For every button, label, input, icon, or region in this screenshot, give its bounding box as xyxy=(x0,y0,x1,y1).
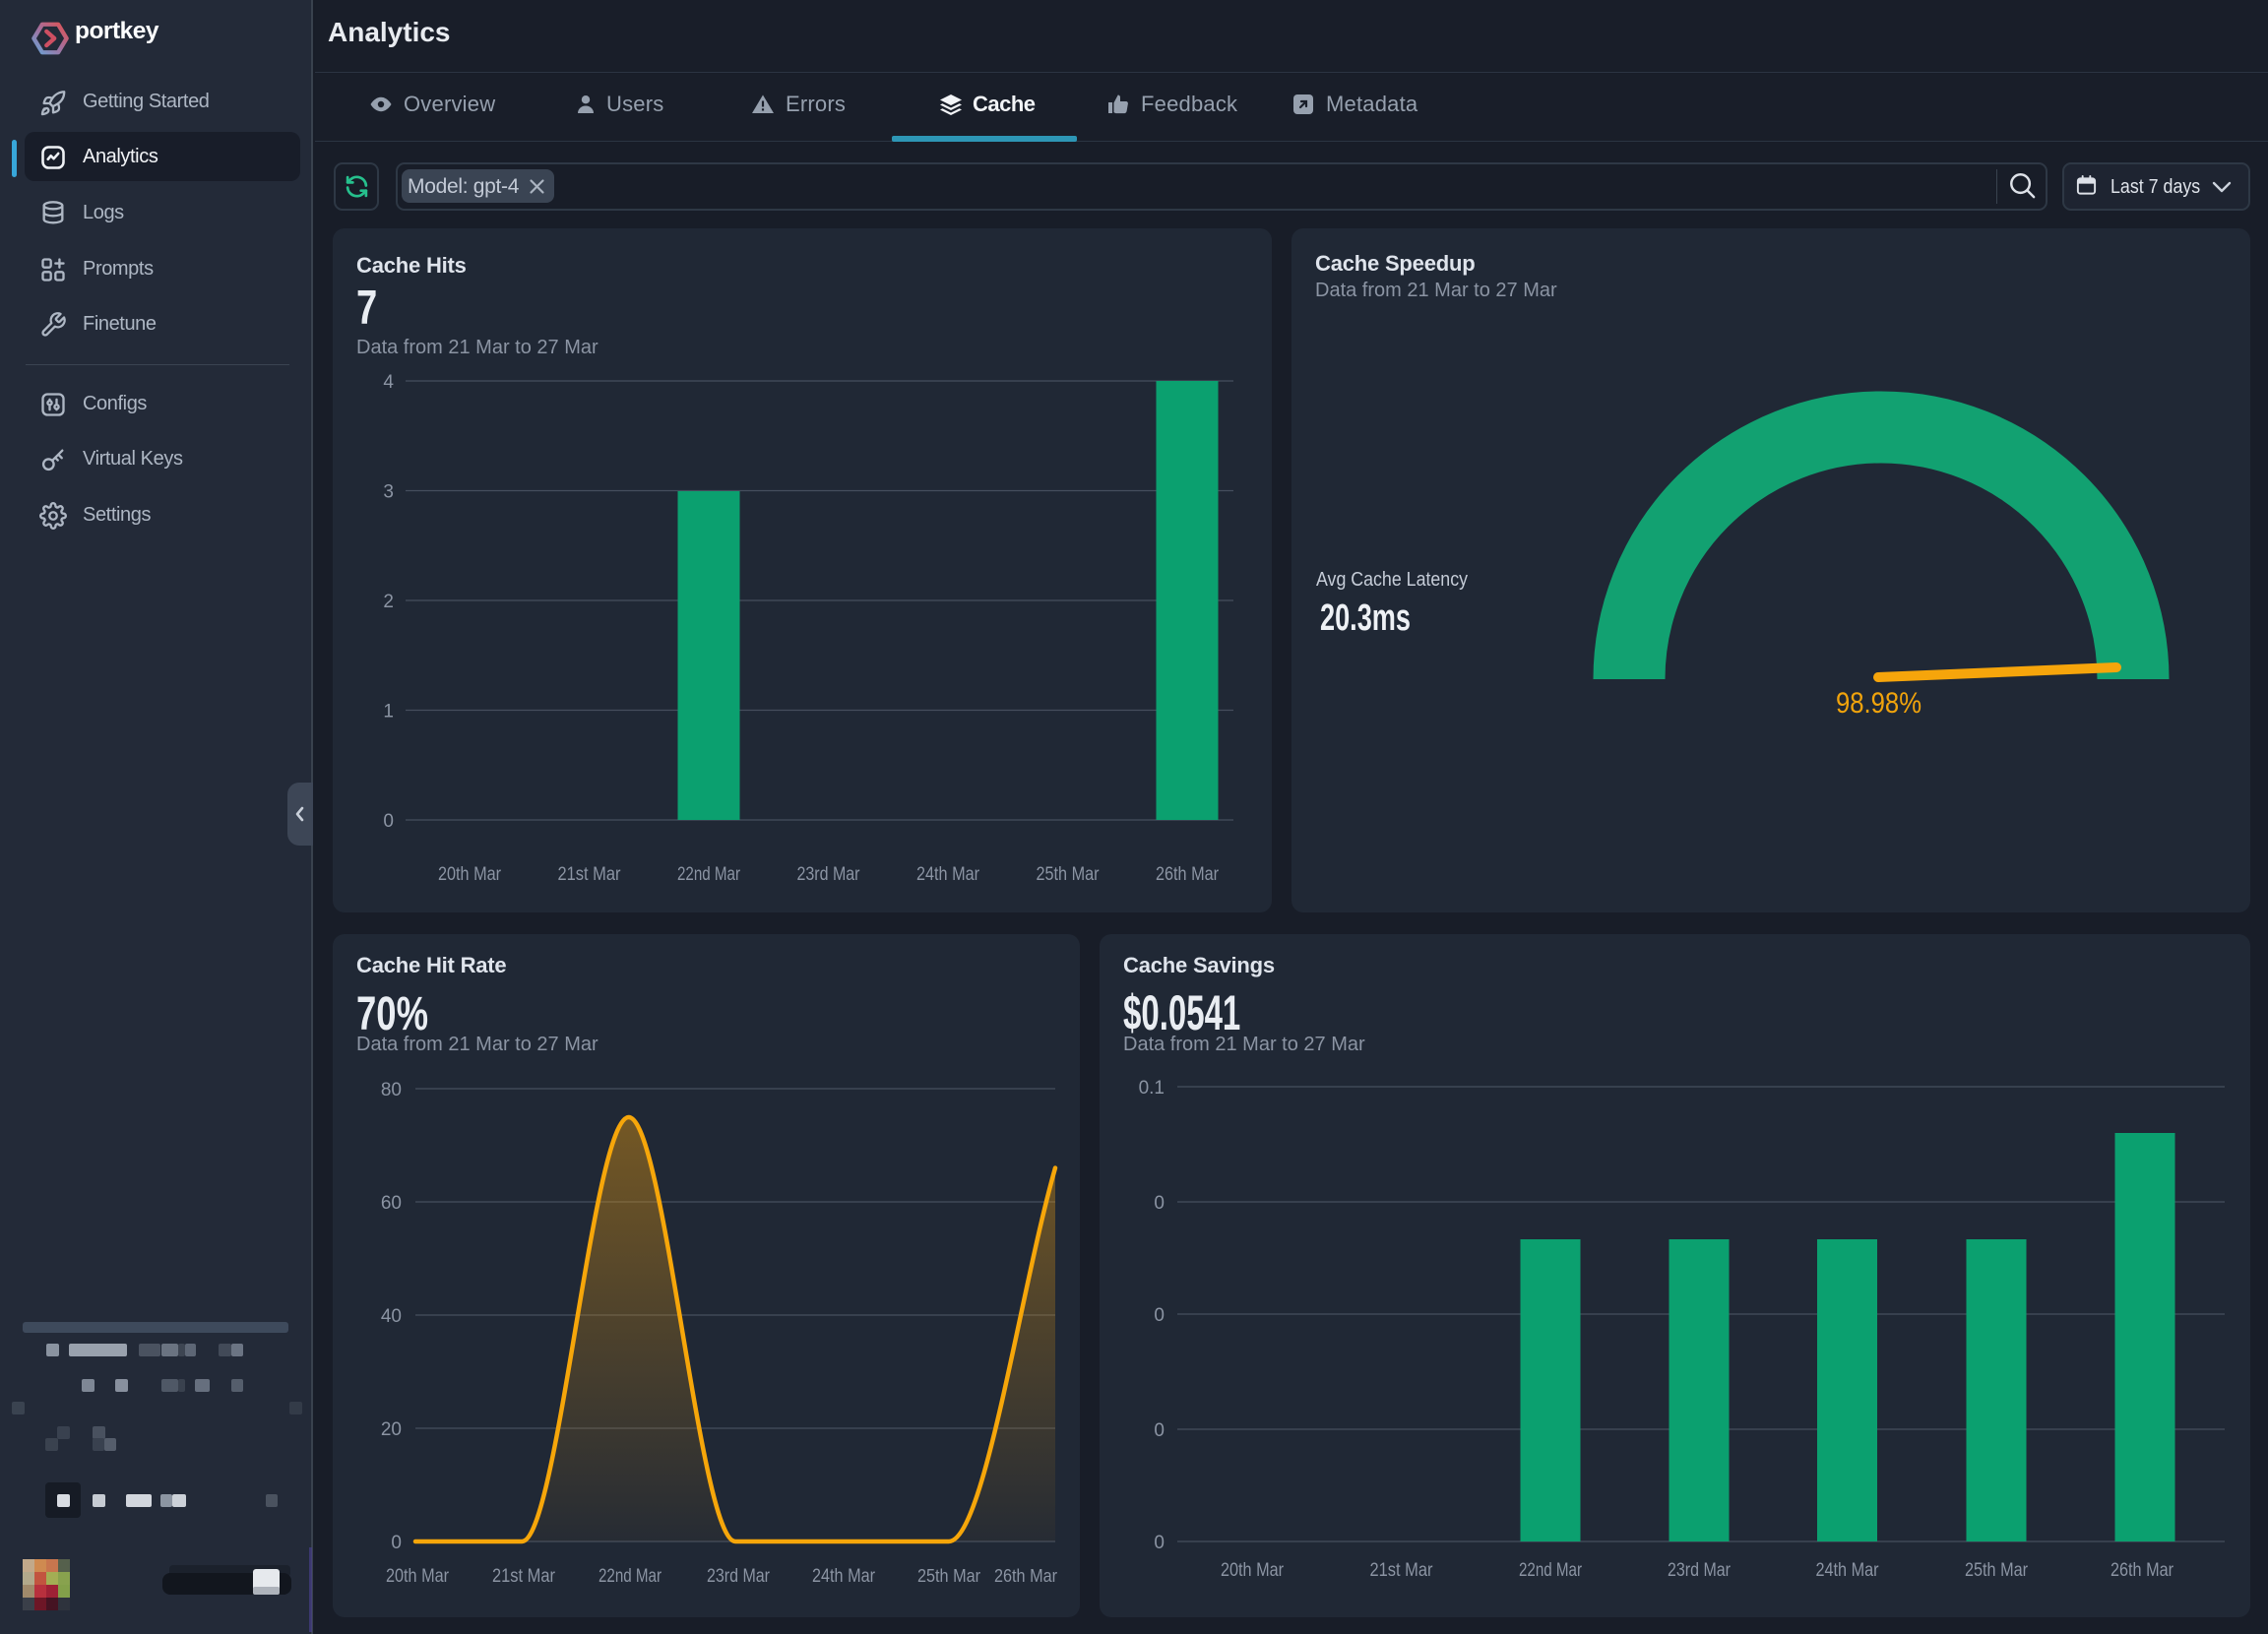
svg-text:3: 3 xyxy=(383,482,394,503)
svg-text:80: 80 xyxy=(381,1080,402,1100)
svg-text:0: 0 xyxy=(383,811,394,832)
svg-text:23rd Mar: 23rd Mar xyxy=(1668,1560,1732,1581)
svg-text:1: 1 xyxy=(383,702,394,723)
svg-text:22nd Mar: 22nd Mar xyxy=(598,1566,662,1587)
svg-text:20th Mar: 20th Mar xyxy=(1221,1560,1285,1581)
svg-text:0.1: 0.1 xyxy=(1139,1078,1165,1099)
svg-text:26th Mar: 26th Mar xyxy=(1156,864,1220,885)
svg-text:26th Mar: 26th Mar xyxy=(994,1566,1057,1586)
svg-text:23rd Mar: 23rd Mar xyxy=(707,1566,771,1587)
svg-text:Avg Cache Latency: Avg Cache Latency xyxy=(1316,568,1469,591)
svg-text:21st Mar: 21st Mar xyxy=(492,1566,556,1587)
svg-text:24th Mar: 24th Mar xyxy=(1816,1560,1880,1581)
svg-text:25th Mar: 25th Mar xyxy=(1965,1560,2029,1581)
svg-text:2: 2 xyxy=(383,592,394,612)
svg-text:21st Mar: 21st Mar xyxy=(558,864,622,885)
svg-text:21st Mar: 21st Mar xyxy=(1370,1560,1434,1581)
svg-text:25th Mar: 25th Mar xyxy=(1037,864,1101,885)
svg-text:0: 0 xyxy=(1154,1420,1165,1441)
svg-text:22nd Mar: 22nd Mar xyxy=(1519,1560,1583,1581)
svg-text:25th Mar: 25th Mar xyxy=(917,1566,980,1586)
svg-text:20: 20 xyxy=(381,1419,402,1440)
svg-text:40: 40 xyxy=(381,1306,402,1327)
svg-text:0: 0 xyxy=(1154,1305,1165,1326)
svg-text:20th Mar: 20th Mar xyxy=(386,1566,450,1587)
svg-text:4: 4 xyxy=(383,372,394,393)
svg-text:24th Mar: 24th Mar xyxy=(812,1566,876,1587)
svg-text:98.98%: 98.98% xyxy=(1836,687,1922,720)
svg-text:24th Mar: 24th Mar xyxy=(916,864,980,885)
svg-text:20th Mar: 20th Mar xyxy=(438,864,502,885)
svg-text:0: 0 xyxy=(391,1533,402,1553)
svg-text:26th Mar: 26th Mar xyxy=(2110,1560,2174,1581)
svg-text:20.3ms: 20.3ms xyxy=(1320,597,1411,639)
svg-text:23rd Mar: 23rd Mar xyxy=(797,864,861,885)
svg-text:0: 0 xyxy=(1154,1533,1165,1553)
svg-text:22nd Mar: 22nd Mar xyxy=(677,864,741,885)
svg-text:60: 60 xyxy=(381,1193,402,1214)
svg-text:0: 0 xyxy=(1154,1193,1165,1214)
